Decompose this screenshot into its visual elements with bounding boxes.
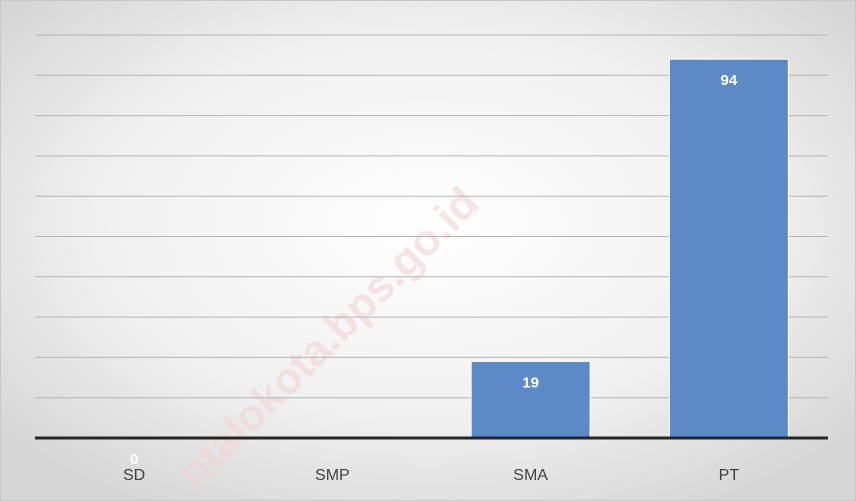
bar bbox=[668, 58, 789, 439]
x-tick-label: SMP bbox=[315, 467, 350, 484]
x-tick-label: SD bbox=[123, 467, 145, 484]
x-tick-label: SMA bbox=[513, 467, 548, 484]
data-label: 0 bbox=[130, 451, 138, 468]
bar bbox=[470, 360, 591, 439]
data-label: 19 bbox=[522, 374, 539, 391]
data-label: 94 bbox=[721, 72, 738, 89]
x-tick-label: PT bbox=[719, 467, 740, 484]
